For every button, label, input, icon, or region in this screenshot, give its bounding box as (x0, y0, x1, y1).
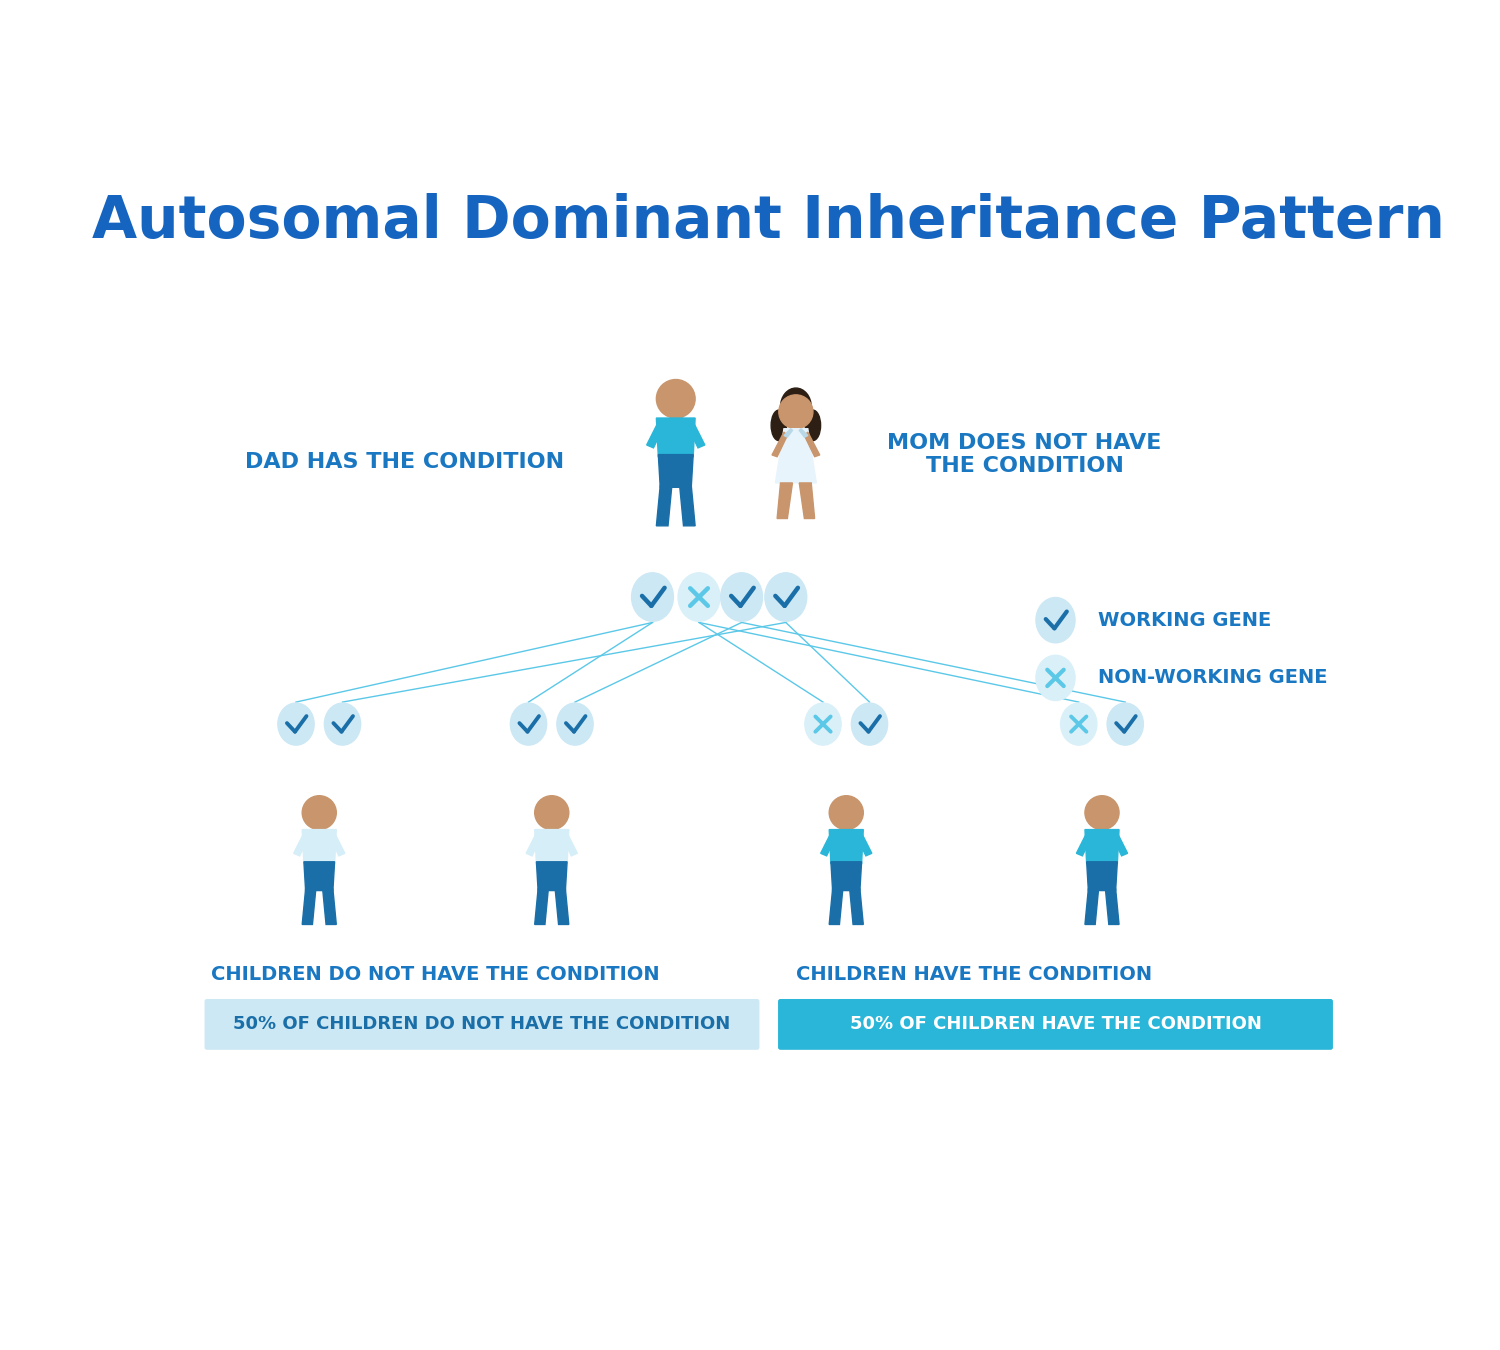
Polygon shape (1106, 888, 1119, 925)
Polygon shape (302, 830, 336, 864)
Circle shape (302, 795, 336, 830)
Polygon shape (1084, 830, 1119, 864)
Polygon shape (314, 821, 324, 830)
Polygon shape (322, 888, 336, 925)
Ellipse shape (720, 572, 762, 621)
Polygon shape (830, 888, 843, 925)
Polygon shape (800, 483, 814, 518)
Ellipse shape (542, 798, 562, 811)
Ellipse shape (780, 387, 812, 425)
Polygon shape (1077, 833, 1092, 856)
Ellipse shape (765, 572, 807, 621)
Polygon shape (831, 861, 861, 891)
Polygon shape (687, 421, 705, 448)
Text: MOM DOES NOT HAVE
THE CONDITION: MOM DOES NOT HAVE THE CONDITION (888, 433, 1161, 477)
Ellipse shape (806, 703, 842, 745)
Text: 50% OF CHILDREN DO NOT HAVE THE CONDITION: 50% OF CHILDREN DO NOT HAVE THE CONDITIO… (234, 1015, 730, 1033)
Polygon shape (842, 821, 852, 830)
Polygon shape (537, 861, 567, 891)
Text: WORKING GENE: WORKING GENE (1098, 610, 1272, 629)
Polygon shape (670, 409, 681, 418)
Circle shape (830, 795, 864, 830)
Polygon shape (302, 888, 316, 925)
Polygon shape (821, 833, 836, 856)
Polygon shape (646, 421, 664, 448)
Polygon shape (776, 429, 816, 483)
Polygon shape (657, 418, 694, 456)
Polygon shape (555, 888, 568, 925)
Circle shape (657, 379, 694, 418)
Ellipse shape (1092, 798, 1112, 811)
Ellipse shape (1036, 655, 1076, 701)
Ellipse shape (556, 703, 592, 745)
Polygon shape (856, 833, 871, 856)
Polygon shape (800, 429, 808, 437)
Polygon shape (830, 830, 864, 864)
Polygon shape (562, 833, 578, 856)
Text: CHILDREN HAVE THE CONDITION: CHILDREN HAVE THE CONDITION (796, 965, 1152, 984)
Ellipse shape (836, 798, 856, 811)
Polygon shape (1096, 821, 1107, 830)
Ellipse shape (806, 410, 820, 440)
Polygon shape (772, 432, 788, 456)
Polygon shape (784, 429, 792, 437)
Polygon shape (546, 821, 556, 830)
Ellipse shape (678, 572, 720, 621)
Polygon shape (658, 455, 693, 487)
Text: NON-WORKING GENE: NON-WORKING GENE (1098, 668, 1328, 687)
Polygon shape (294, 833, 309, 856)
Circle shape (778, 394, 813, 429)
Ellipse shape (632, 572, 674, 621)
Polygon shape (849, 888, 864, 925)
Ellipse shape (1107, 703, 1143, 745)
Ellipse shape (1036, 598, 1076, 643)
Ellipse shape (852, 703, 888, 745)
Circle shape (1084, 795, 1119, 830)
Ellipse shape (664, 382, 687, 397)
Polygon shape (657, 486, 672, 525)
Ellipse shape (510, 703, 546, 745)
Polygon shape (304, 861, 334, 891)
Ellipse shape (1060, 703, 1096, 745)
Ellipse shape (309, 798, 330, 811)
FancyBboxPatch shape (778, 999, 1334, 1050)
Polygon shape (1086, 861, 1118, 891)
Polygon shape (777, 483, 792, 518)
FancyBboxPatch shape (204, 999, 759, 1050)
Polygon shape (1112, 833, 1128, 856)
Text: CHILDREN DO NOT HAVE THE CONDITION: CHILDREN DO NOT HAVE THE CONDITION (211, 965, 660, 984)
Ellipse shape (278, 703, 314, 745)
Polygon shape (330, 833, 345, 856)
Polygon shape (534, 830, 568, 864)
Polygon shape (790, 420, 801, 429)
Text: DAD HAS THE CONDITION: DAD HAS THE CONDITION (244, 452, 564, 472)
Polygon shape (680, 486, 694, 525)
Polygon shape (1084, 888, 1098, 925)
Polygon shape (534, 888, 549, 925)
Polygon shape (804, 432, 819, 456)
Circle shape (534, 795, 568, 830)
Text: Autosomal Dominant Inheritance Pattern: Autosomal Dominant Inheritance Pattern (93, 193, 1444, 250)
Polygon shape (526, 833, 542, 856)
Ellipse shape (324, 703, 360, 745)
Text: 50% OF CHILDREN HAVE THE CONDITION: 50% OF CHILDREN HAVE THE CONDITION (849, 1015, 1262, 1033)
Ellipse shape (771, 410, 786, 440)
